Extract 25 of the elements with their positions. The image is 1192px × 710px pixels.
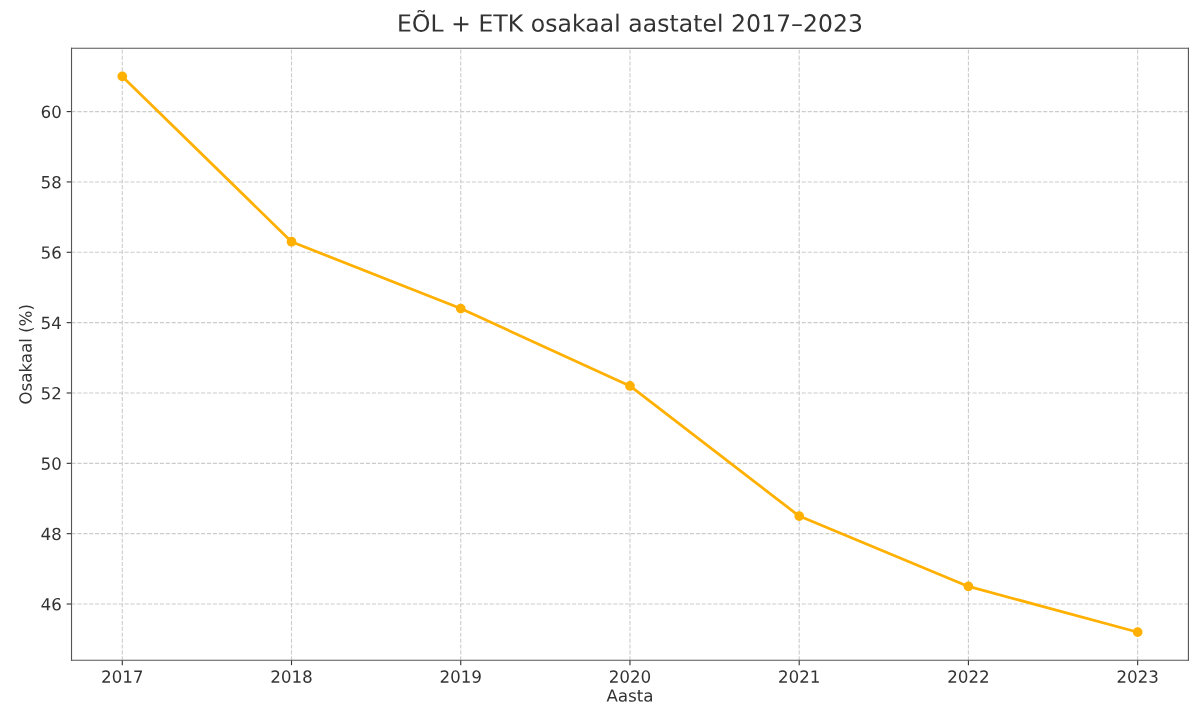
y-tick-label: 48 <box>41 527 61 541</box>
x-tick-label: 2021 <box>779 670 819 683</box>
y-tick-label: 52 <box>41 386 61 400</box>
point <box>117 71 128 82</box>
chart-title: EÕL + ETK osakaal aastatel 2017–2023 <box>399 9 862 32</box>
y-axis-title: Osakaal (%) <box>18 305 34 404</box>
point <box>794 511 805 521</box>
x-tick-label: 2022 <box>948 670 988 683</box>
y-tick-label: 54 <box>41 316 61 330</box>
point <box>286 236 297 247</box>
y-tick-label: 56 <box>41 246 61 259</box>
x-tick-label: 2018 <box>271 670 312 683</box>
y-tick-label: 60 <box>41 105 61 119</box>
x-tick-label: 2019 <box>440 670 481 683</box>
x-tick-label: 2020 <box>609 670 651 683</box>
x-tick-label: 2017 <box>102 670 143 683</box>
point <box>1132 627 1143 638</box>
point <box>625 381 635 391</box>
point <box>963 581 974 592</box>
x-axis-title: Aasta <box>606 689 652 702</box>
y-tick-label: 58 <box>41 175 61 189</box>
point <box>455 303 466 314</box>
y-tick-label: 46 <box>41 597 61 611</box>
x-tick-label: 2023 <box>1117 670 1158 683</box>
y-tick-label: 50 <box>41 457 61 470</box>
